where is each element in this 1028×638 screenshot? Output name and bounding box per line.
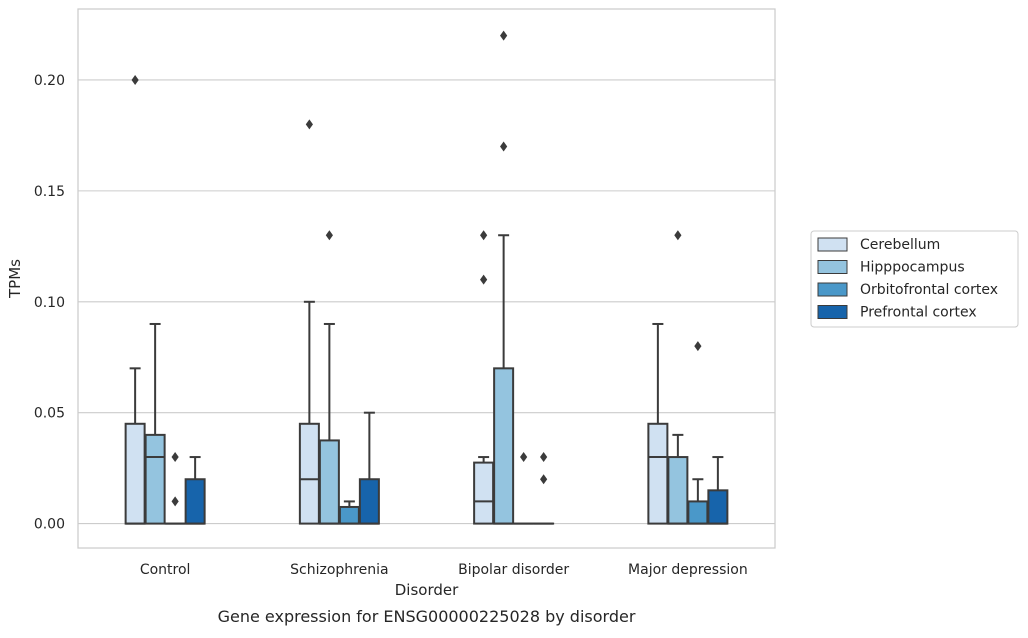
box [708,490,727,523]
chart-caption: Gene expression for ENSG00000225028 by d… [218,607,636,626]
x-axis-label: Disorder [395,581,459,599]
box-group [320,324,339,524]
box-group [186,457,205,524]
outlier-point [480,275,487,285]
legend-swatch [818,261,847,274]
box-group [360,413,379,524]
y-tick-label: 0.00 [34,517,65,533]
outlier-point [480,230,487,240]
box-group [668,435,687,524]
box [320,440,339,523]
legend-label: Cerebellum [860,237,940,253]
outlier-point [326,230,333,240]
y-tick-label: 0.15 [34,184,65,200]
box [688,501,707,523]
x-tick-label: Schizophrenia [290,562,388,578]
box [494,368,513,523]
box [186,479,205,523]
y-axis-label: TPMs [6,259,24,299]
y-tick-label: 0.05 [34,406,65,422]
box-group [708,457,727,524]
legend-swatch [818,238,847,251]
box-group [126,368,145,523]
legend: Cerebellum Hipppocampus Orbitofrontal cort… [811,231,1018,327]
outlier-point [500,142,507,152]
outlier-point [694,341,701,351]
outlier-point [172,496,179,506]
legend-label: Orbitofrontal cortex [860,282,998,298]
legend-label: Prefrontal cortex [860,305,977,321]
box [340,507,359,524]
box-group [494,235,513,523]
box-group [146,324,165,524]
x-tick-label: Bipolar disorder [458,562,569,578]
outlier-point [132,75,139,85]
box-group [340,501,359,523]
boxes [126,235,728,523]
box-group [474,457,493,524]
outlier-point [520,452,527,462]
outlier-point [674,230,681,240]
x-tick-labels: Control Schizophrenia Bipolar disorder Majo… [140,562,748,578]
outlier-point [500,31,507,41]
box [300,424,319,524]
outliers [132,31,702,507]
x-tick-label: Major depression [628,562,748,578]
outlier-point [540,452,547,462]
box-group [688,479,707,523]
box [146,435,165,524]
outlier-point [172,452,179,462]
outlier-point [540,474,547,484]
y-tick-label: 0.10 [34,295,65,311]
outlier-point [306,119,313,129]
legend-swatch [818,306,847,319]
y-tick-label: 0.20 [34,73,65,89]
y-tick-labels: 0.00 0.05 0.10 0.15 0.20 [34,73,65,533]
legend-label: Hipppocampus [860,260,965,276]
box [648,424,667,524]
box [474,463,493,524]
box [126,424,145,524]
legend-swatch [818,283,847,296]
box [360,479,379,523]
box-group [648,324,667,524]
box [668,457,687,524]
x-tick-label: Control [140,562,191,578]
